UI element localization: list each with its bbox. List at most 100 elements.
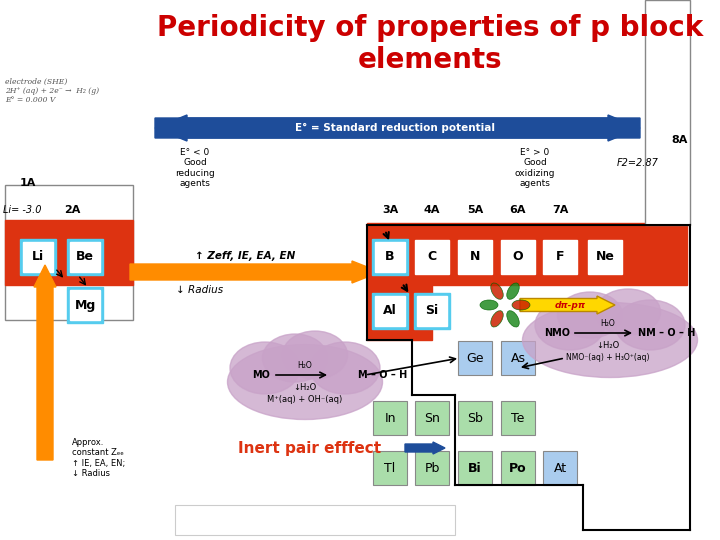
Text: Be: Be [76,251,94,264]
Ellipse shape [512,300,530,310]
FancyBboxPatch shape [367,282,432,340]
FancyBboxPatch shape [414,293,450,329]
FancyBboxPatch shape [458,451,492,485]
Text: As: As [510,352,526,365]
FancyArrow shape [34,265,56,460]
Text: Mg: Mg [74,299,96,312]
FancyBboxPatch shape [501,451,535,485]
Text: 2A: 2A [64,205,80,215]
Ellipse shape [282,331,348,379]
FancyBboxPatch shape [501,341,535,375]
Ellipse shape [535,300,605,350]
FancyBboxPatch shape [458,341,492,375]
FancyBboxPatch shape [70,290,100,320]
FancyBboxPatch shape [5,220,133,285]
Text: 8A: 8A [672,135,688,145]
Text: Si: Si [426,305,438,318]
Text: 6A: 6A [510,205,526,215]
Text: Ge: Ge [467,352,484,365]
Ellipse shape [491,283,503,299]
Text: E° = Standard reduction potential: E° = Standard reduction potential [295,123,495,133]
Text: Pb: Pb [424,462,440,475]
Text: In: In [384,411,396,424]
FancyBboxPatch shape [373,451,407,485]
Text: electrode (SHE)
2H⁺ (aq) + 2e⁻ →  H₂ (g)
E° = 0.000 V: electrode (SHE) 2H⁺ (aq) + 2e⁻ → H₂ (g) … [5,78,99,104]
Ellipse shape [523,302,698,377]
Text: E° > 0
Good
oxidizing
agents: E° > 0 Good oxidizing agents [515,148,555,188]
FancyBboxPatch shape [175,505,455,535]
FancyBboxPatch shape [543,240,577,274]
FancyBboxPatch shape [372,239,408,275]
FancyBboxPatch shape [588,240,622,274]
FancyBboxPatch shape [415,240,449,274]
Text: MO: MO [252,370,270,380]
Text: Periodicity of properties of p block: Periodicity of properties of p block [157,14,703,42]
FancyBboxPatch shape [417,296,447,326]
FancyBboxPatch shape [373,401,407,435]
Text: H₂O: H₂O [600,319,616,327]
FancyBboxPatch shape [458,240,492,274]
Text: ↓ Radius: ↓ Radius [176,285,224,295]
Ellipse shape [263,334,328,382]
FancyBboxPatch shape [70,242,100,272]
Text: NMO: NMO [544,328,570,338]
Text: E° < 0
Good
reducing
agents: E° < 0 Good reducing agents [175,148,215,188]
FancyBboxPatch shape [20,239,56,275]
FancyBboxPatch shape [645,0,690,225]
Text: F2=2.87: F2=2.87 [617,158,659,168]
Ellipse shape [480,300,498,310]
Text: Al: Al [383,305,397,318]
Text: 4A: 4A [424,205,440,215]
FancyBboxPatch shape [501,401,535,435]
Text: Inert pair efffect: Inert pair efffect [238,441,382,456]
Ellipse shape [228,345,382,420]
FancyBboxPatch shape [415,451,449,485]
Ellipse shape [615,300,685,350]
Text: Tl: Tl [384,462,395,475]
FancyBboxPatch shape [5,185,133,320]
Text: ↓H₂O: ↓H₂O [596,341,620,350]
Text: 7A: 7A [552,205,568,215]
FancyBboxPatch shape [367,223,687,285]
Text: C: C [428,251,436,264]
Ellipse shape [557,292,623,338]
FancyBboxPatch shape [375,296,405,326]
Text: Ne: Ne [595,251,614,264]
Text: Sb: Sb [467,411,483,424]
Text: ↑ Zeff, IE, EA, EN: ↑ Zeff, IE, EA, EN [195,251,295,261]
Text: O: O [513,251,523,264]
FancyBboxPatch shape [67,287,103,323]
Text: Po: Po [509,462,527,475]
Text: dπ-pπ: dπ-pπ [554,300,585,309]
Text: 1A: 1A [20,178,36,188]
FancyBboxPatch shape [501,240,535,274]
Ellipse shape [491,310,503,327]
Text: NM – O – H: NM – O – H [638,328,696,338]
Text: NMO⁻(aq) + H₃O⁺(aq): NMO⁻(aq) + H₃O⁺(aq) [566,354,649,362]
Text: M – O – H: M – O – H [358,370,408,380]
FancyArrow shape [130,261,380,283]
Text: M⁺(aq) + OH⁻(aq): M⁺(aq) + OH⁻(aq) [267,395,343,404]
Text: Li= -3.0: Li= -3.0 [3,205,42,215]
FancyBboxPatch shape [543,451,577,485]
Ellipse shape [507,283,519,299]
Text: N: N [470,251,480,264]
FancyBboxPatch shape [67,239,103,275]
Text: Li: Li [32,251,44,264]
FancyBboxPatch shape [375,242,405,272]
Text: B: B [385,251,395,264]
FancyArrow shape [155,115,640,141]
Text: At: At [554,462,567,475]
Ellipse shape [595,289,660,335]
Text: elements: elements [358,46,503,74]
Ellipse shape [230,342,300,394]
Text: H₂O: H₂O [297,361,312,369]
Text: Bi: Bi [468,462,482,475]
Text: Te: Te [511,411,525,424]
Text: 5A: 5A [467,205,483,215]
FancyBboxPatch shape [23,242,53,272]
FancyArrow shape [155,115,640,141]
Text: ↓H₂O: ↓H₂O [293,383,317,393]
FancyBboxPatch shape [458,401,492,435]
Text: 3A: 3A [382,205,398,215]
